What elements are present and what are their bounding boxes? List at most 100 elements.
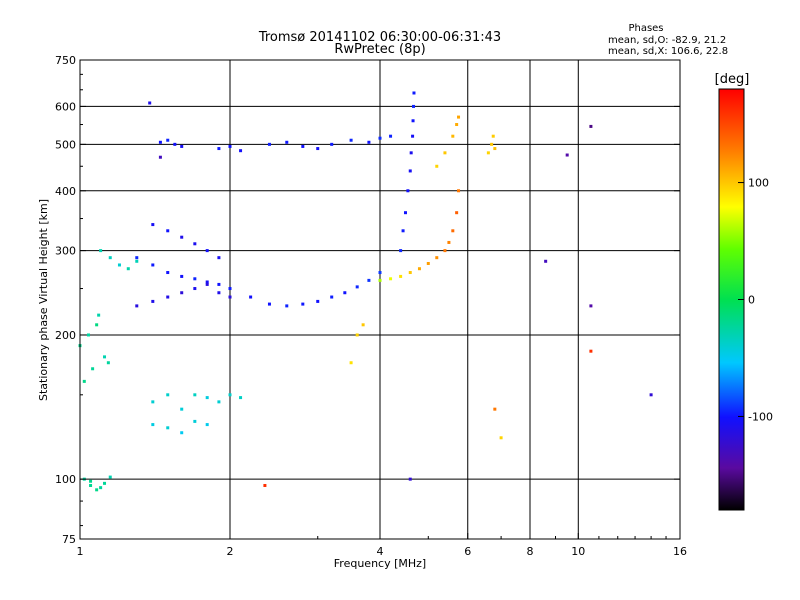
data-point: [151, 423, 155, 427]
y-axis-ticks: 75 100 200 300 400 500 600 750: [55, 54, 680, 546]
data-point: [158, 140, 162, 144]
x-tick-label: 4: [377, 545, 384, 558]
colorbar-tick-label: 0: [748, 294, 755, 307]
y-tick-label: 750: [55, 54, 76, 67]
data-point: [285, 140, 289, 144]
data-point: [490, 142, 494, 146]
data-point: [443, 151, 447, 155]
data-point: [239, 396, 243, 400]
data-point: [217, 282, 221, 286]
data-point: [267, 142, 271, 146]
legend-line-x: mean, sd,X: 106.6, 22.8: [608, 46, 728, 57]
data-point: [99, 249, 103, 253]
data-point: [426, 261, 430, 265]
data-point: [451, 134, 455, 138]
data-point: [378, 136, 382, 140]
data-point: [355, 333, 359, 337]
data-point: [89, 479, 93, 483]
data-point: [193, 419, 197, 423]
data-point: [455, 123, 459, 127]
data-point: [565, 153, 569, 157]
data-point: [361, 323, 365, 327]
x-tick-label: 2: [227, 545, 234, 558]
x-axis-ticks: 1 2 4 6 8 10 16: [77, 533, 687, 558]
colorbar-ticks: 100 0 -100: [738, 177, 773, 423]
data-point: [399, 274, 403, 278]
data-point: [126, 267, 130, 271]
data-point: [103, 355, 107, 359]
data-point: [417, 267, 421, 271]
data-point: [95, 323, 99, 327]
data-point: [355, 285, 359, 289]
data-point: [89, 483, 93, 487]
data-point: [285, 304, 289, 308]
data-point: [455, 211, 459, 215]
data-point: [316, 299, 320, 303]
data-point: [205, 249, 209, 253]
data-point: [228, 287, 232, 291]
y-axis-label: Stationary phase Virtual Height [km]: [37, 199, 50, 401]
data-point: [544, 259, 548, 263]
colorbar-tick-label: -100: [748, 410, 773, 423]
data-point: [97, 313, 101, 317]
data-point: [117, 263, 121, 267]
data-point: [180, 431, 184, 435]
data-point: [399, 249, 403, 253]
data-point: [406, 189, 410, 193]
y-tick-label: 600: [55, 100, 76, 113]
data-point: [228, 295, 232, 299]
data-point: [91, 367, 95, 371]
x-tick-label: 8: [527, 545, 534, 558]
data-point: [330, 295, 334, 299]
data-point: [135, 259, 139, 263]
chart-subtitle: RwPretec (8p): [334, 42, 425, 57]
data-points: [78, 91, 653, 492]
data-point: [166, 229, 170, 233]
legend-line-o: mean, sd,O: -82.9, 21.2: [608, 35, 726, 46]
data-point: [135, 304, 139, 308]
x-tick-label: 6: [464, 545, 471, 558]
data-point: [217, 291, 221, 295]
data-point: [158, 155, 162, 159]
data-point: [205, 280, 209, 284]
data-point: [403, 211, 407, 215]
data-point: [447, 240, 451, 244]
data-point: [451, 229, 455, 233]
data-point: [180, 235, 184, 239]
data-point: [249, 295, 253, 299]
colorbar-label: [deg]: [715, 72, 750, 87]
data-point: [108, 475, 112, 479]
y-tick-label: 300: [55, 245, 76, 258]
data-point: [205, 282, 209, 286]
data-point: [367, 278, 371, 282]
colorbar-tick-label: 100: [748, 177, 769, 190]
data-point: [316, 147, 320, 151]
grid: [80, 60, 680, 539]
data-point: [193, 242, 197, 246]
data-point: [411, 119, 415, 123]
data-point: [401, 229, 405, 233]
data-point: [151, 263, 155, 267]
data-point: [367, 140, 371, 144]
data-point: [217, 256, 221, 260]
data-point: [263, 483, 267, 487]
data-point: [349, 361, 353, 365]
data-point: [589, 304, 593, 308]
data-point: [443, 249, 447, 253]
data-point: [166, 138, 170, 142]
y-tick-label: 400: [55, 185, 76, 198]
data-point: [301, 302, 305, 306]
x-tick-label: 1: [77, 545, 84, 558]
data-point: [151, 299, 155, 303]
data-point: [457, 189, 461, 193]
data-point: [486, 151, 490, 155]
data-point: [148, 101, 152, 105]
data-point: [193, 393, 197, 397]
data-point: [166, 295, 170, 299]
data-point: [457, 115, 461, 119]
data-point: [180, 407, 184, 411]
data-point: [82, 379, 86, 383]
data-point: [205, 396, 209, 400]
data-point: [106, 361, 110, 365]
data-point: [412, 91, 416, 95]
